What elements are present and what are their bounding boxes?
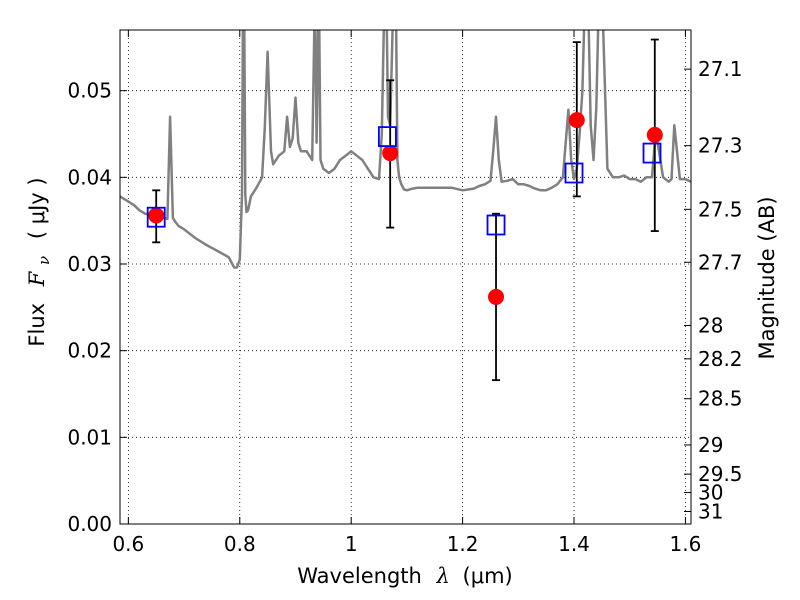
- model-band-point: [564, 162, 584, 184]
- y-tick-label: 0.04: [67, 165, 112, 189]
- y-tick-label: 0.05: [67, 79, 112, 103]
- magnitude-tick-label: 28.5: [698, 387, 743, 411]
- observed-point: [646, 126, 663, 143]
- magnitude-tick-label: 28.2: [698, 347, 743, 371]
- x-tick-label: 0.6: [112, 532, 144, 556]
- y-tick-label: 0.00: [67, 512, 112, 536]
- observed-point: [148, 207, 165, 224]
- x-tick-label: 1.2: [447, 532, 479, 556]
- y-tick-label: 0.02: [67, 339, 112, 363]
- x-tick-label: 1: [345, 532, 358, 556]
- magnitude-tick-label: 31: [698, 499, 723, 523]
- magnitude-tick-label: 30: [698, 481, 723, 505]
- observed-point: [568, 112, 585, 129]
- magnitude-tick-label: 27.7: [698, 250, 743, 274]
- model-band-point: [486, 214, 506, 236]
- magnitude-tick-label: 29: [698, 433, 723, 457]
- x-axis-ticks: 0.6 0.8 1 1.2 1.4 1.6: [112, 30, 701, 556]
- magnitude-tick-label: 27.1: [698, 57, 743, 81]
- x-tick-label: 0.8: [224, 532, 256, 556]
- x-tick-label: 1.4: [558, 532, 590, 556]
- magnitude-tick-label: 29.5: [698, 462, 743, 486]
- model-band-point: [642, 142, 662, 164]
- model-band-points: [146, 126, 662, 236]
- magnitude-tick-label: 27.3: [698, 134, 743, 158]
- y-axis-label-symbol: F: [25, 270, 49, 287]
- model-band-point: [377, 126, 397, 147]
- spectrum-line: [120, 30, 691, 269]
- y-axis-label: Flux F ν ( μJy ): [25, 177, 54, 346]
- magnitude-tick-label: 28: [698, 313, 723, 337]
- plot-frame: [119, 29, 692, 525]
- observed-point: [488, 288, 505, 305]
- y-axis-label-unit: ( μJy ): [25, 177, 49, 239]
- magnitude-axis-label: Magnitude (AB): [755, 196, 779, 359]
- y-axis-label-subscript: ν: [35, 256, 53, 265]
- magnitude-tick-label: 27.5: [698, 197, 743, 221]
- observed-point: [382, 145, 399, 162]
- y-tick-label: 0.01: [67, 425, 112, 449]
- y-axis-ticks: 0.00 0.01 0.02 0.03 0.04 0.05: [67, 79, 127, 536]
- y-tick-label: 0.03: [67, 252, 112, 276]
- y-axis-label-flux: Flux: [25, 303, 49, 347]
- x-axis-label: Wavelength λ (μm): [297, 564, 512, 588]
- x-tick-label: 1.6: [670, 532, 702, 556]
- x-axis-label-symbol: λ: [436, 564, 450, 588]
- x-axis-label-unit: (μm): [463, 564, 513, 588]
- model-band-point: [146, 206, 166, 228]
- model-spectrum: [120, 30, 691, 269]
- x-axis-label-text: Wavelength: [297, 564, 422, 588]
